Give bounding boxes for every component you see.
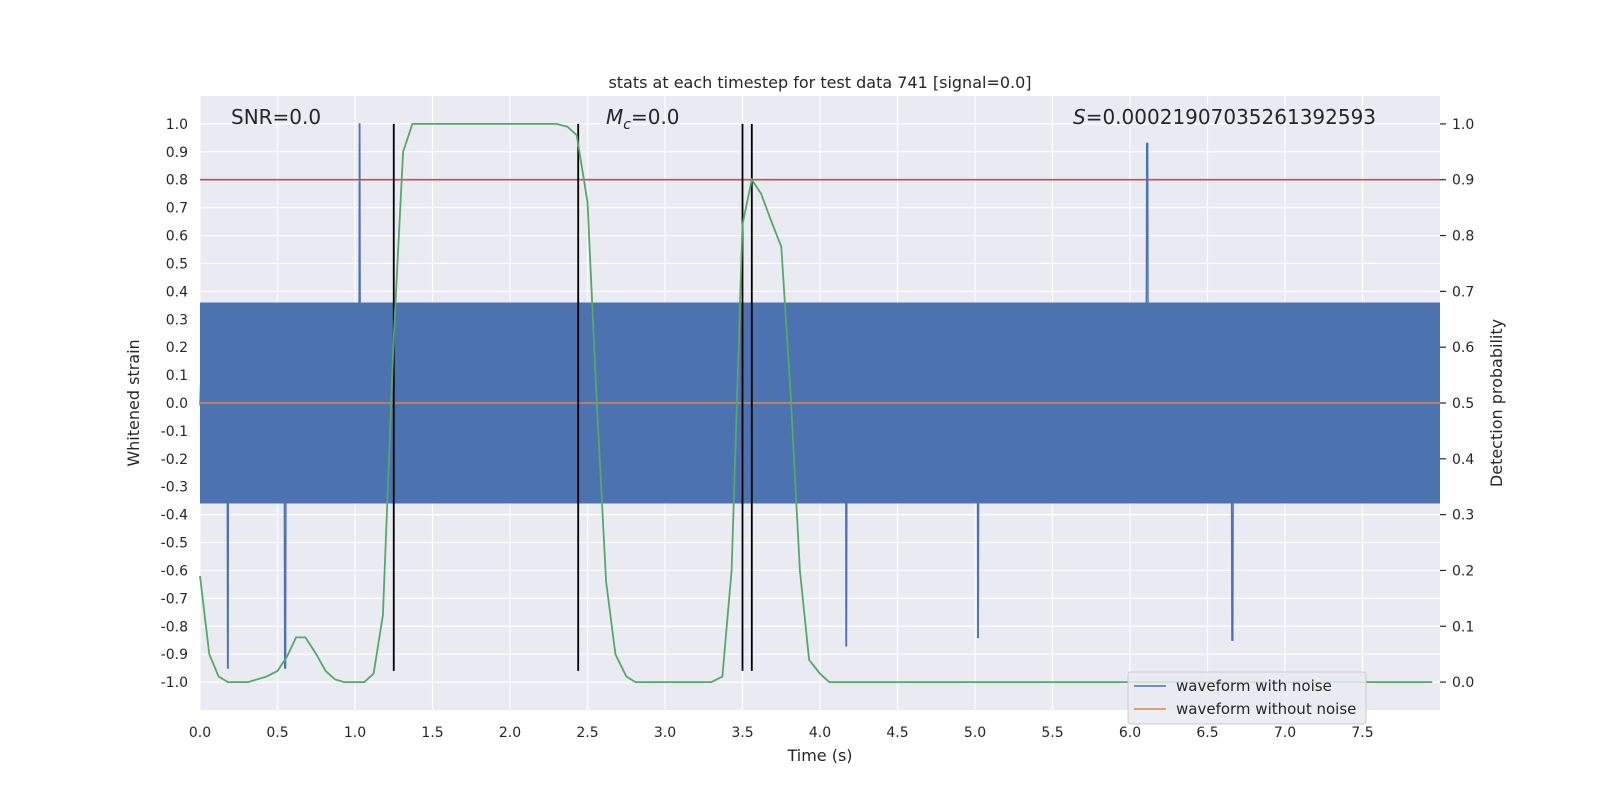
y-right-axis-ticks: 1.0 0.9 0.8 0.7 0.6 0.5 0.4 0.3 0.2 0.1 0.0 — [1440, 117, 1474, 691]
x-axis-label: Time (s) — [786, 746, 852, 765]
s-value: =0.00021907035261392593 — [1086, 105, 1376, 129]
y-left-tick-label: 0.3 — [166, 312, 188, 328]
legend-label-clean: waveform without noise — [1176, 700, 1356, 718]
y-right-tick-label: 1.0 — [1452, 117, 1474, 133]
y-left-tick-label: 0.5 — [166, 256, 188, 272]
y-left-tick-label: 0.8 — [166, 173, 188, 189]
y-left-tick-label: -0.5 — [161, 536, 188, 552]
x-tick-label: 0.0 — [189, 725, 211, 741]
x-tick-label: 3.5 — [731, 725, 753, 741]
y-right-tick-label: 0.3 — [1452, 508, 1474, 524]
legend: waveform with noise waveform without noi… — [1127, 671, 1367, 725]
x-tick-label: 6.0 — [1119, 725, 1141, 741]
y-left-tick-label: -0.1 — [161, 424, 188, 440]
y-left-tick-label: 0.9 — [166, 145, 188, 161]
y-left-tick-label: 0.0 — [166, 396, 188, 412]
probability-line — [199, 123, 1433, 683]
y-right-tick-label: 0.7 — [1452, 284, 1474, 300]
snr-annotation: SNR=0.0 — [231, 105, 321, 129]
y-left-tick-label: 0.4 — [166, 284, 188, 300]
x-tick-label: 4.0 — [809, 725, 831, 741]
y-right-tick-label: 0.2 — [1452, 563, 1474, 579]
x-tick-label: 5.5 — [1041, 725, 1063, 741]
y-left-tick-label: -0.3 — [161, 480, 188, 496]
x-tick-label: 7.5 — [1351, 725, 1373, 741]
mc-subscript: c — [623, 117, 631, 133]
y-left-tick-label: -0.7 — [161, 591, 188, 607]
x-tick-label: 7.0 — [1274, 725, 1296, 741]
y-left-tick-label: 1.0 — [166, 117, 188, 133]
x-tick-label: 2.5 — [576, 725, 598, 741]
s-symbol: S — [1073, 105, 1086, 129]
y-right-tick-label: 0.1 — [1452, 619, 1474, 635]
y-left-tick-label: -0.9 — [161, 647, 188, 663]
x-tick-label: 2.0 — [499, 725, 521, 741]
x-axis-ticks: 0.0 0.5 1.0 1.5 2.0 2.5 3.0 3.5 4.0 4.5 5.0 5.5 6.0 6… — [189, 725, 1374, 741]
mc-value: =0.0 — [631, 105, 680, 129]
y-left-tick-label: 0.7 — [166, 201, 188, 217]
legend-label-noise: waveform with noise — [1176, 677, 1332, 695]
chart-title: stats at each timestep for test data 741… — [608, 73, 1031, 92]
x-tick-label: 5.0 — [964, 725, 986, 741]
x-tick-label: 0.5 — [266, 725, 288, 741]
y-left-axis-ticks: 1.0 0.9 0.8 0.7 0.6 0.5 0.4 0.3 0.2 0.1 0.0 -0.1 -0.… — [161, 117, 188, 691]
x-tick-label: 6.5 — [1196, 725, 1218, 741]
y-left-tick-label: -1.0 — [161, 675, 188, 691]
mc-symbol: M — [606, 105, 623, 129]
y-left-tick-label: -0.8 — [161, 619, 188, 635]
detection-probability-series — [199, 123, 1433, 683]
y-right-tick-label: 0.8 — [1452, 229, 1474, 245]
y-right-tick-label: 0.0 — [1452, 675, 1474, 691]
chirp-mass-annotation: Mc=0.0 — [606, 105, 680, 133]
y-left-tick-label: -0.2 — [161, 452, 188, 468]
x-tick-label: 1.0 — [344, 725, 366, 741]
vertical-markers — [392, 123, 753, 671]
legend-box — [1127, 671, 1367, 725]
y-left-tick-label: 0.2 — [166, 340, 188, 356]
y-left-tick-label: -0.4 — [161, 508, 188, 524]
y-left-axis-label: Whitened strain — [124, 339, 143, 466]
y-right-tick-label: 0.6 — [1452, 340, 1474, 356]
y-right-tick-label: 0.9 — [1452, 173, 1474, 189]
y-right-tick-label: 0.4 — [1452, 452, 1474, 468]
y-left-tick-label: 0.1 — [166, 368, 188, 384]
y-left-tick-label: -0.6 — [161, 563, 188, 579]
y-right-axis-label: Detection probability — [1487, 319, 1506, 487]
s-annotation: S=0.00021907035261392593 — [1073, 105, 1376, 129]
x-tick-label: 3.0 — [654, 725, 676, 741]
y-left-tick-label: 0.6 — [166, 229, 188, 245]
y-right-tick-label: 0.5 — [1452, 396, 1474, 412]
x-tick-label: 4.5 — [886, 725, 908, 741]
x-tick-label: 1.5 — [421, 725, 443, 741]
